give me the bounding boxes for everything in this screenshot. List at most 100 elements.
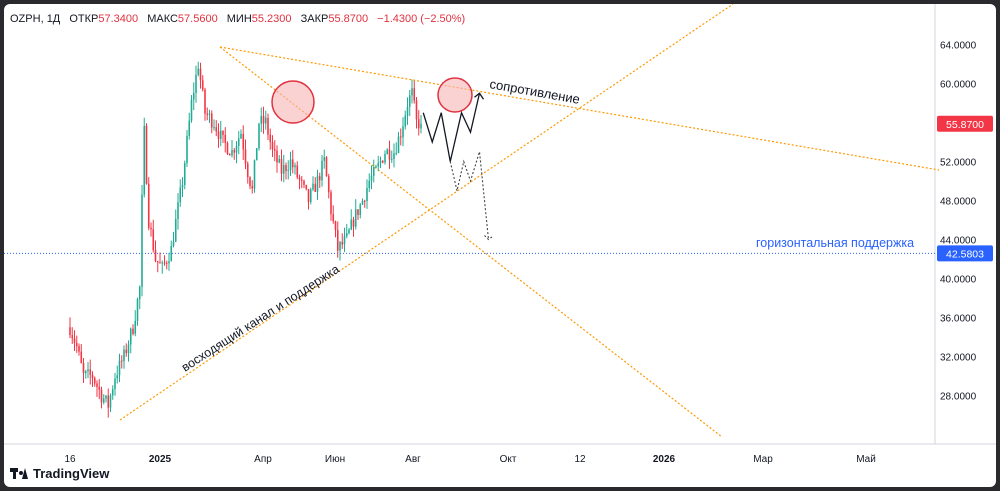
candle-body [420,123,422,129]
candle-body [271,142,274,150]
price-chart[interactable]: 64.000060.000056.000052.000048.000044.00… [4,4,996,487]
candle-body [278,158,281,163]
candle-body [291,159,294,168]
ticker-symbol[interactable]: OZPH [10,13,41,25]
candle-body [258,123,260,149]
candle-body [246,163,249,178]
forecast-dotted-arrow-head [484,235,493,241]
candle-body [325,157,328,177]
candle-body [168,261,170,264]
candle-body [300,179,303,181]
x-tick-label: Апр [254,454,272,465]
candle-body [402,126,404,138]
peak-highlight-circle [437,77,473,113]
candle-body [204,89,206,114]
candle-body [289,159,292,171]
x-tick-label: Авг [405,454,421,465]
candle-body [114,378,116,390]
candle-body [287,170,290,172]
y-tick-label: 48.0000 [940,197,977,208]
trend-line [219,46,940,171]
candle-body [73,338,76,343]
candle-body [93,377,96,384]
candle-body [159,262,161,264]
candle-body [249,177,251,187]
candle-body [413,88,416,101]
candle-body [298,177,301,180]
support-level-label: 42.5803 [946,248,984,260]
candle-body [197,68,200,75]
x-tick-label: Мар [753,454,773,465]
candle-body [237,138,240,147]
y-tick-label: 64.0000 [940,41,977,52]
candle-body [111,389,114,396]
candle-body [213,127,215,129]
x-tick-label: 2025 [149,454,172,465]
candle-body [253,160,256,189]
candle-body [354,209,357,227]
candle-body [118,360,121,376]
candle-body [116,375,119,379]
candle-body [307,189,310,203]
close-label: ЗАКР [300,13,329,25]
resistance-annotation: сопротивление [488,76,581,107]
candle-body [226,142,229,155]
candle-body [345,233,348,237]
candle-body [147,183,150,228]
candle-body [399,136,402,138]
candle-body [282,165,285,174]
y-tick-label: 32.0000 [940,353,977,364]
candle-body [199,68,202,81]
candle-body [78,346,80,352]
candle-body [395,152,398,154]
candle-body [195,74,197,93]
low-label: МИН [226,13,252,25]
candle-body [177,202,179,220]
candle-body [267,117,269,135]
y-tick-label: 28.0000 [940,392,977,403]
candle-body [357,209,359,215]
candle-body [190,99,193,121]
tradingview-logo[interactable]: TradingView [10,466,109,481]
candle-body [264,117,267,124]
candle-body [69,327,71,336]
candle-body [309,189,312,203]
candle-body [172,241,175,246]
candle-body [251,186,254,189]
candle-body [336,229,339,251]
candle-body [296,165,299,178]
candle-body [372,167,375,176]
candle-body [215,127,218,132]
chart-header: OZPH, 1Д ОТКР57.3400 МАКС57.5600 МИН55.2… [10,13,466,25]
candle-body [415,100,418,120]
candle-body [348,229,350,234]
candle-body [269,134,272,143]
support-level-badge[interactable] [937,245,993,262]
forecast-path-dotted [449,151,490,240]
candle-body [219,130,222,139]
y-tick-label: 52.0000 [940,158,977,169]
candle-body [260,115,263,124]
candle-body [390,158,393,160]
candle-body [393,153,395,159]
candle-body [174,219,177,242]
y-tick-label: 44.0000 [940,236,977,247]
candle-body [96,383,98,387]
candle-body [404,115,407,127]
candle-body [294,165,296,168]
candle-body [152,229,155,251]
candle-body [377,162,380,167]
candle-body [379,160,382,163]
brand-name: TradingView [33,466,110,481]
candle-body [105,395,107,399]
candle-body [206,113,209,115]
candle-body [321,160,323,181]
chart-interval[interactable]: 1Д [46,13,61,25]
close-value: 55.8700 [328,13,369,25]
candle-body [188,120,191,136]
candle-body [316,176,319,192]
candle-body [384,154,386,163]
last-price-badge[interactable] [937,115,993,132]
x-tick-label: Июн [325,454,345,465]
candle-body [244,149,247,164]
